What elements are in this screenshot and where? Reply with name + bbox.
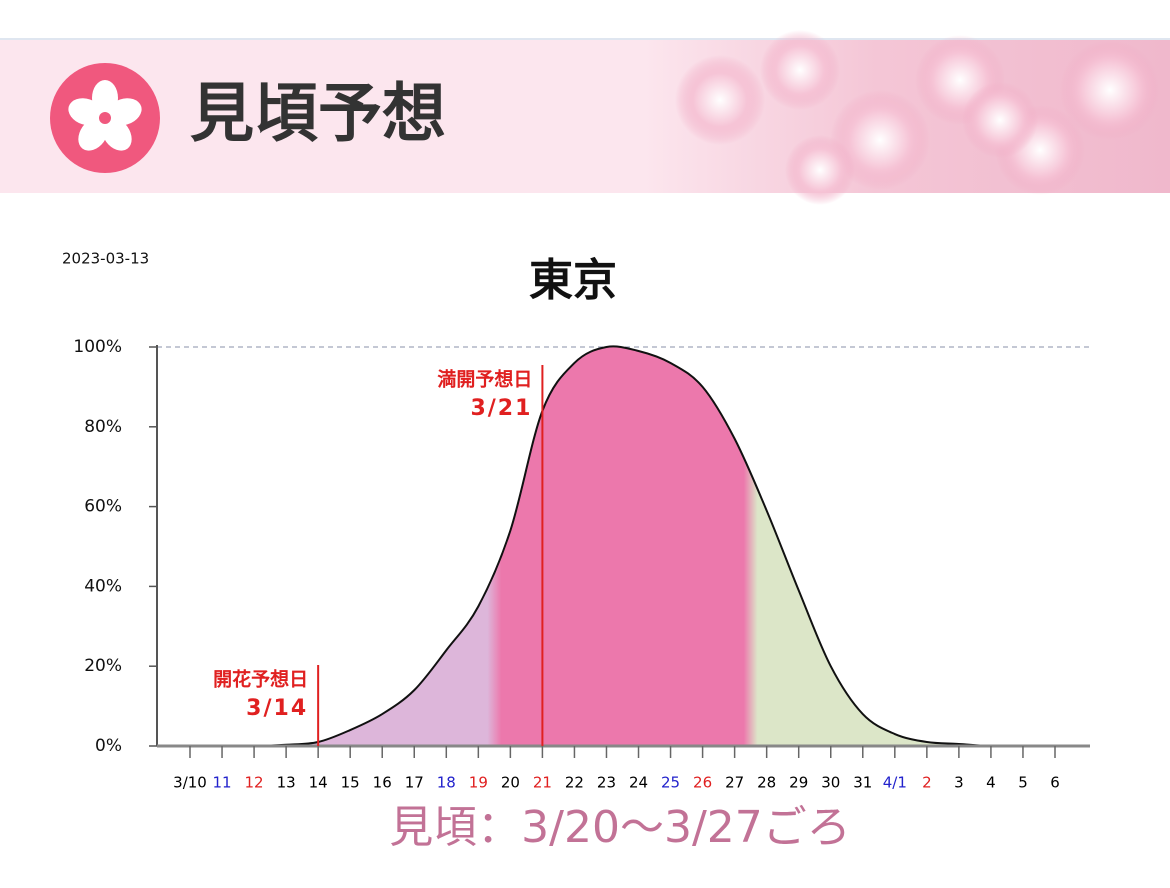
x-tick-label: 24 xyxy=(629,774,648,792)
x-tick-label: 31 xyxy=(853,774,872,792)
x-tick-label: 17 xyxy=(405,774,424,792)
x-tick-label: 15 xyxy=(341,774,360,792)
x-tick-label: 21 xyxy=(533,774,552,792)
x-tick-label: 27 xyxy=(725,774,744,792)
chart-title: 東京 xyxy=(529,255,617,306)
x-tick-label: 14 xyxy=(309,774,328,792)
y-tick-label: 20% xyxy=(84,656,122,676)
y-tick-label: 100% xyxy=(73,337,122,357)
x-tick-label: 25 xyxy=(661,774,680,792)
sakura-icon xyxy=(50,63,160,173)
x-tick-label: 23 xyxy=(597,774,616,792)
annotation-bg xyxy=(168,665,309,723)
x-tick-label: 30 xyxy=(821,774,840,792)
annotation-bg xyxy=(392,365,533,423)
x-tick-label: 5 xyxy=(1018,774,1028,792)
x-tick-label: 28 xyxy=(757,774,776,792)
annotation-date: 3/21 xyxy=(470,396,532,421)
x-tick-label: 18 xyxy=(437,774,456,792)
annotation-label: 満開予想日 xyxy=(437,368,532,391)
chart-footer: 見頃：3/20〜3/27ごろ xyxy=(389,802,851,853)
y-tick-label: 80% xyxy=(84,417,122,437)
x-tick-label: 29 xyxy=(789,774,808,792)
curve xyxy=(190,345,1055,747)
x-tick-label: 16 xyxy=(373,774,392,792)
chart-date: 2023-03-13 xyxy=(62,250,149,268)
x-tick-label: 22 xyxy=(565,774,584,792)
x-tick-label: 26 xyxy=(693,774,712,792)
y-tick-label: 60% xyxy=(84,497,122,517)
x-tick-label: 3 xyxy=(954,774,964,792)
x-tick-label: 13 xyxy=(277,774,296,792)
x-tick-label: 2 xyxy=(922,774,932,792)
x-tick-label: 11 xyxy=(212,774,231,792)
x-tick-label: 6 xyxy=(1050,774,1060,792)
blossom-image xyxy=(675,30,1160,205)
x-tick-label: 3/10 xyxy=(173,774,207,792)
x-tick-label: 20 xyxy=(501,774,520,792)
x-tick-label: 4/1 xyxy=(883,774,907,792)
area xyxy=(190,346,1055,746)
x-tick-label: 12 xyxy=(245,774,264,792)
x-tick-label: 19 xyxy=(469,774,488,792)
annotation-date: 3/14 xyxy=(246,696,308,721)
annotation-label: 開花予想日 xyxy=(213,668,308,691)
x-tick-label: 4 xyxy=(986,774,996,792)
y-tick-label: 0% xyxy=(95,736,122,756)
y-tick-label: 40% xyxy=(84,576,122,596)
divider xyxy=(0,38,1170,40)
header-title: 見頃予想 xyxy=(190,78,446,152)
